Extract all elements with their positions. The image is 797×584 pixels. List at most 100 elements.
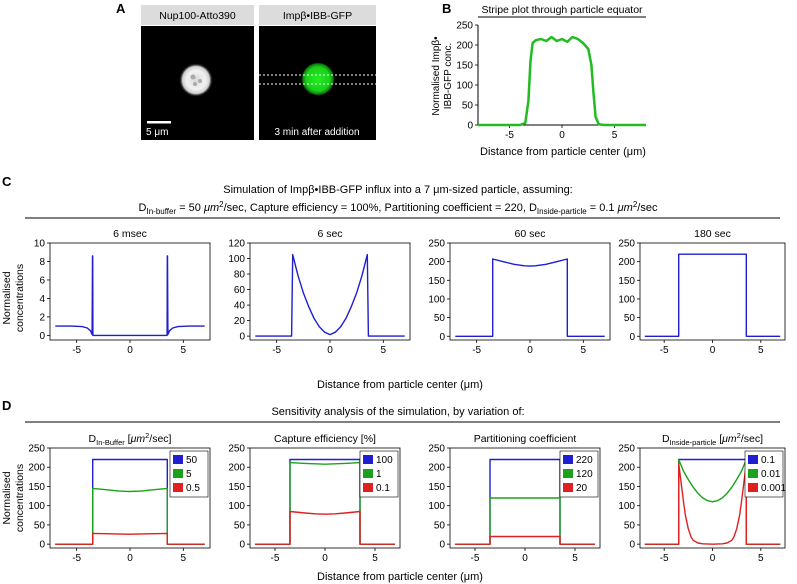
series-line-0.1 [255, 510, 395, 545]
y-tick-label: 0 [439, 540, 445, 551]
chart-d3: Partitioning coefficient-5 0 5050100150200… [428, 433, 601, 564]
image1-label: Nup100-Atto390 [159, 10, 236, 22]
chart-title: Capture efficiency [%] [274, 433, 376, 445]
y-tick-label: 200 [456, 41, 473, 52]
legend-label: 100 [376, 455, 393, 466]
legend-label: 120 [576, 469, 593, 480]
x-tick-label: -5 [471, 553, 480, 564]
chart-title: 6 msec [113, 228, 147, 240]
particle-dot [193, 82, 197, 86]
x-tick-label: 5 [581, 345, 587, 356]
series-line-0.01 [644, 458, 781, 545]
y-tick-label: 40 [234, 301, 246, 312]
x-tick-label: 0 [127, 345, 133, 356]
legend-swatch [363, 455, 373, 464]
plot-frame [449, 242, 611, 341]
time-note: 3 min after addition [274, 127, 359, 138]
y-tick-label: 0 [39, 540, 45, 551]
x-tick-label: -5 [505, 130, 514, 141]
y-tick-label: 100 [228, 501, 245, 512]
chart-title: DInside-particle [μm2/sec] [662, 431, 763, 447]
y-tick-label: 250 [428, 444, 445, 455]
panel-b-ylabel: Normalised Impβ•IBB-GFP conc. [431, 36, 454, 116]
x-tick-label: -5 [271, 553, 280, 564]
y-tick-label: 200 [428, 463, 445, 474]
legend-swatch [563, 483, 573, 492]
legend-label: 0.1 [761, 455, 775, 466]
y-tick-label: 0 [39, 331, 45, 342]
panel-c-heading-line1: Simulation of Impβ•IBB-GFP influx into a… [223, 184, 573, 196]
y-tick-label: 250 [618, 239, 635, 250]
y-tick-label: 100 [428, 294, 445, 305]
series-line-20 [455, 535, 595, 545]
panel-label-a: A [116, 1, 126, 16]
y-tick-label: 250 [618, 444, 635, 455]
x-tick-label: 0 [127, 553, 133, 564]
y-tick-label: 0 [629, 540, 635, 551]
legend-label: 0.1 [376, 483, 390, 494]
y-tick-label: 100 [228, 254, 245, 265]
x-tick-label: 0 [710, 553, 716, 564]
image2-label: Impβ•IBB-GFP [283, 10, 352, 22]
series-line-0.5 [55, 532, 205, 545]
chart-title: Stripe plot through particle equator [481, 4, 643, 16]
y-tick-label: 100 [456, 81, 473, 92]
y-tick-label: 0 [239, 332, 245, 343]
y-tick-label: 250 [428, 239, 445, 250]
series-line-5 [55, 487, 205, 545]
legend-swatch [748, 483, 758, 492]
particle-green [301, 62, 335, 96]
y-tick-label: 50 [234, 520, 246, 531]
x-tick-label: 5 [372, 553, 378, 564]
x-tick-label: 5 [181, 553, 187, 564]
particle-dot [198, 79, 202, 83]
y-tick-label: 100 [428, 501, 445, 512]
y-tick-label: 20 [234, 316, 246, 327]
panel-c-heading-line2: DIn-buffer = 50 μm2/sec, Capture efficie… [139, 200, 658, 216]
panel-d-xlabel: Distance from particle center (μm) [317, 571, 483, 583]
y-tick-label: 120 [228, 239, 245, 250]
particle-white [179, 63, 213, 97]
y-tick-label: 0 [629, 332, 635, 343]
x-tick-label: 0 [522, 553, 528, 564]
legend-swatch [173, 483, 183, 492]
scale-bar-label: 5 μm [146, 127, 168, 138]
scale-bar [147, 121, 171, 124]
x-tick-label: 5 [181, 345, 187, 356]
plot-frame [249, 242, 411, 341]
y-tick-label: 0 [467, 121, 473, 132]
legend-swatch [563, 469, 573, 478]
x-tick-label: 5 [758, 345, 764, 356]
y-tick-label: 50 [434, 520, 446, 531]
x-tick-label: 5 [572, 553, 578, 564]
panel-b-xlabel: Distance from particle center (μm) [480, 146, 646, 158]
chart-title: 180 sec [694, 228, 731, 240]
y-tick-label: 150 [28, 482, 45, 493]
series-line-0 [478, 35, 646, 127]
chart-title: 60 sec [515, 228, 546, 240]
y-tick-label: 4 [39, 294, 45, 305]
y-tick-label: 10 [34, 239, 46, 250]
y-tick-label: 150 [618, 276, 635, 287]
y-tick-label: 250 [28, 444, 45, 455]
x-tick-label: -5 [660, 553, 669, 564]
y-tick-label: 100 [618, 501, 635, 512]
y-tick-label: 200 [618, 463, 635, 474]
y-tick-label: 50 [624, 313, 636, 324]
legend-swatch [363, 483, 373, 492]
image1-header [141, 5, 254, 25]
chart-title: Partitioning coefficient [474, 433, 577, 445]
y-tick-label: 150 [228, 482, 245, 493]
plot-frame [49, 242, 211, 341]
x-tick-label: 5 [381, 345, 387, 356]
x-tick-label: 0 [559, 130, 565, 141]
x-tick-label: 5 [612, 130, 618, 141]
x-tick-label: -5 [72, 345, 81, 356]
legend-label: 5 [186, 469, 192, 480]
y-tick-label: 200 [428, 257, 445, 268]
panel-label-c: C [2, 174, 12, 189]
series-line-0 [644, 253, 781, 337]
